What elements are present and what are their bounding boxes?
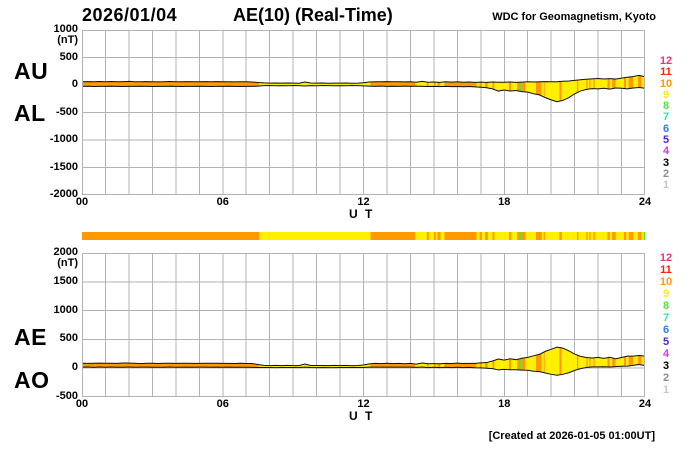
- plot-title: AE(10) (Real-Time): [233, 5, 393, 25]
- x-tick-label: 24: [638, 196, 652, 208]
- label-ae: AE: [14, 324, 47, 350]
- y-tick-label: 0: [71, 361, 78, 374]
- x-tick-label: 06: [216, 196, 229, 208]
- y-tick-label: -500: [55, 390, 78, 402]
- y-tick-label: 0: [71, 78, 78, 90]
- x-tick-label: 00: [75, 398, 89, 410]
- label-al: AL: [14, 100, 46, 126]
- x-tick-label: 18: [498, 398, 511, 410]
- au-al-chart: [82, 30, 645, 195]
- plot-date: 2026/01/04: [82, 5, 178, 25]
- x-axis-label-bottom: U T: [349, 409, 375, 423]
- legend-count-9: 9: [662, 88, 670, 101]
- unit-label-top: (nT): [57, 34, 78, 46]
- legend-count-10: 10: [659, 77, 673, 90]
- legend-count-2: 2: [662, 371, 670, 384]
- x-axis-label-top: U T: [349, 207, 375, 221]
- station-count-legend-top: 12 11 10 9 8 7 6 5 4 3 2 1: [651, 55, 681, 192]
- station-count-strip: [82, 232, 645, 240]
- label-ao: AO: [14, 367, 50, 393]
- legend-count-12: 12: [659, 55, 673, 67]
- y-tick-label: -1500: [49, 160, 78, 173]
- x-tick-label: 18: [498, 196, 511, 208]
- legend-count-1: 1: [662, 384, 670, 397]
- legend-count-5: 5: [662, 134, 670, 147]
- legend-count-7: 7: [662, 111, 670, 124]
- legend-count-12: 12: [659, 251, 673, 264]
- legend-count-1: 1: [662, 179, 670, 192]
- observatory-credit: WDC for Geomagnetism, Kyoto: [492, 11, 656, 23]
- y-tick-label: 1500: [53, 274, 78, 287]
- legend-count-6: 6: [662, 323, 670, 336]
- x-tick-label: 24: [638, 398, 652, 410]
- created-timestamp: [Created at 2026-01-05 01:00UT]: [488, 430, 655, 442]
- y-tick-label: 1000: [53, 23, 78, 35]
- y-tick-label: -2000: [49, 188, 78, 200]
- legend-count-7: 7: [662, 311, 670, 324]
- legend-count-3: 3: [662, 359, 670, 372]
- legend-count-2: 2: [662, 167, 670, 180]
- x-tick-label: 12: [357, 398, 370, 410]
- x-tick-label: 00: [75, 196, 89, 208]
- y-tick-label: 500: [59, 332, 78, 345]
- legend-count-8: 8: [662, 299, 670, 312]
- unit-label-bottom: (nT): [57, 257, 78, 269]
- y-tick-label: -500: [55, 105, 78, 118]
- legend-count-4: 4: [662, 145, 670, 158]
- ae-ao-chart: [82, 253, 645, 397]
- y-tick-label: 2000: [53, 246, 78, 258]
- legend-count-11: 11: [660, 66, 672, 79]
- legend-count-4: 4: [662, 347, 670, 360]
- x-tick-label: 12: [357, 196, 370, 208]
- legend-count-9: 9: [662, 287, 670, 300]
- legend-count-6: 6: [662, 122, 670, 135]
- label-au: AU: [14, 58, 49, 84]
- y-tick-label: 500: [59, 50, 78, 63]
- legend-count-11: 11: [660, 263, 672, 276]
- x-tick-label: 06: [216, 398, 229, 410]
- legend-count-10: 10: [659, 275, 673, 288]
- y-tick-label: 1000: [53, 303, 78, 316]
- y-tick-label: -1000: [49, 133, 78, 145]
- legend-count-5: 5: [662, 335, 670, 348]
- station-count-legend-bottom: 12 11 10 9 8 7 6 5 4 3 2 1: [651, 251, 681, 398]
- legend-count-8: 8: [662, 100, 670, 113]
- legend-count-3: 3: [662, 156, 670, 169]
